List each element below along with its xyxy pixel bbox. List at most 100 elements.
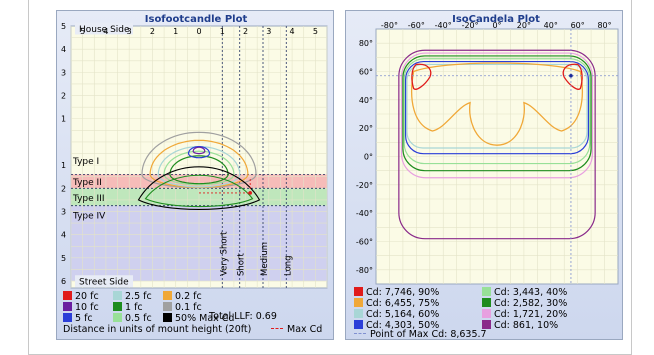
legend-item: Cd: 5,164, 60%	[354, 309, 439, 321]
x-tick-label: 4	[103, 27, 108, 36]
x-tick-label: 1	[173, 27, 178, 36]
street-side-box	[75, 275, 133, 288]
max-cd-dash	[271, 328, 283, 329]
y-tick-label: 20°	[359, 124, 373, 133]
x-tick-label: -20°	[462, 21, 479, 30]
y-tick-label: -80°	[356, 266, 373, 275]
y-tick-label: 1	[61, 115, 66, 124]
x-tick-label: 4	[290, 27, 295, 36]
x-tick-label: 80°	[597, 21, 611, 30]
legend-item: 10 fc	[63, 302, 99, 314]
y-tick-label: -40°	[356, 209, 373, 218]
legend-item: 20 fc	[63, 291, 99, 303]
legend-swatch	[113, 313, 122, 322]
chart-title: Isofootcandle Plot	[145, 14, 248, 25]
legend-swatch	[113, 291, 122, 300]
x-tick-label: 0	[196, 27, 201, 36]
legend-swatch	[482, 298, 491, 307]
max-cd-label: Max Cd	[287, 324, 323, 335]
y-tick-label: 80°	[359, 39, 373, 48]
x-tick-label: 40°	[544, 21, 558, 30]
isocandela-panel: IsoCandela Plot -80° -60° -40° -20° 0° 20° 40° 6…	[345, 10, 623, 340]
y-tick-label: 4	[61, 231, 66, 240]
legend-swatch	[113, 302, 122, 311]
y-tick-label: 40°	[359, 96, 373, 105]
legend-label: Cd: 5,164, 60%	[366, 309, 440, 320]
contour-75	[411, 62, 583, 146]
legend-item: Cd: 2,582, 30%	[482, 298, 567, 310]
contour-90-left	[411, 63, 432, 90]
house-side-label: House Side	[79, 25, 130, 35]
legend-swatch	[482, 320, 491, 329]
y-tick-label: 5	[61, 22, 66, 31]
contour-4	[403, 58, 591, 165]
contour-0.5-fc	[163, 150, 235, 186]
legend-item: 1 fc	[113, 302, 143, 314]
y-tick-label: -60°	[356, 238, 373, 247]
y-tick-label: 3	[61, 68, 66, 77]
contour-2	[406, 63, 588, 149]
x-tick-label: 2	[243, 27, 248, 36]
legend-label: 1 fc	[125, 302, 143, 313]
y-tick-label: 6	[61, 277, 66, 286]
house-side-box	[75, 22, 133, 35]
isofootcandle-chart: Isofootcandle Plot Very Short Short Medium L…	[61, 14, 328, 289]
x-tick-label: -80°	[381, 21, 398, 30]
total-llf: Total LLF: 0.69	[209, 311, 277, 322]
y-tick-label: 5	[61, 254, 66, 263]
legend-label: Cd: 7,746, 90%	[366, 287, 440, 298]
x-tick-label: 5	[80, 27, 85, 36]
x-tick-label: 5	[313, 27, 318, 36]
contour-0.2-fc	[149, 139, 249, 189]
x-tick-label: 3	[266, 27, 271, 36]
legend-swatch	[354, 309, 363, 318]
lateral-label: Very Short	[219, 231, 229, 276]
legend-label: Cd: 6,455, 75%	[366, 298, 440, 309]
legend-label: 50% Max Cd	[175, 313, 235, 324]
y-tick-label: 3	[61, 207, 66, 216]
x-tick-label: 60°	[571, 21, 585, 30]
legend-label: Cd: 2,582, 30%	[494, 298, 568, 309]
contour-0.1-fc	[141, 131, 257, 189]
legend-swatch	[354, 298, 363, 307]
legend-item: Cd: 861, 10%	[482, 320, 558, 332]
footnote: Distance in units of mount height (20ft)	[63, 324, 252, 335]
lateral-label: Medium	[260, 242, 270, 276]
legend-label: Cd: 4,303, 50%	[366, 320, 440, 331]
lateral-label: Short	[237, 253, 247, 276]
legend-swatch	[482, 309, 491, 318]
legend-item: Cd: 7,746, 90%	[354, 287, 439, 299]
legend-label: 0.2 fc	[175, 291, 202, 302]
legend-label: 10 fc	[75, 302, 99, 313]
contour-1-fc-lens	[144, 174, 254, 208]
legend-item: 0.5 fc	[113, 313, 152, 325]
chart-title: IsoCandela Plot	[452, 14, 540, 25]
contour-1-fc	[169, 155, 229, 185]
legend-label: 0.5 fc	[125, 313, 152, 324]
contour-50-max-cd	[137, 166, 261, 211]
band-label: Type II	[72, 178, 102, 188]
max-cd-point	[248, 191, 252, 195]
y-tick-label: 1	[61, 161, 66, 170]
x-tick-label: -60°	[408, 21, 425, 30]
legend-item: 0.1 fc	[163, 302, 202, 314]
legend-item: Cd: 1,721, 20%	[482, 309, 567, 321]
legend-label: 2.5 fc	[125, 291, 152, 302]
legend-label: 5 fc	[75, 313, 93, 324]
band-label: Type IV	[72, 211, 106, 221]
legend-swatch	[482, 287, 491, 296]
legend-item: Cd: 6,455, 75%	[354, 298, 439, 310]
max-cd-legend: Max Cd	[271, 324, 322, 336]
legend-label: Cd: 3,443, 40%	[494, 287, 568, 298]
contour-7	[398, 49, 596, 240]
legend-swatch	[163, 302, 172, 311]
legend-label: Cd: 1,721, 20%	[494, 309, 568, 320]
legend-item: Cd: 3,443, 40%	[482, 287, 567, 299]
max-point-legend: Point of Max Cd: 8,635.7	[354, 329, 487, 341]
legend-item: 2.5 fc	[113, 291, 152, 303]
y-tick-label: 4	[61, 45, 66, 54]
x-tick-label: -40°	[435, 21, 452, 30]
band-label: Type I	[72, 157, 99, 167]
legend-swatch	[163, 291, 172, 300]
legend-swatch	[354, 287, 363, 296]
